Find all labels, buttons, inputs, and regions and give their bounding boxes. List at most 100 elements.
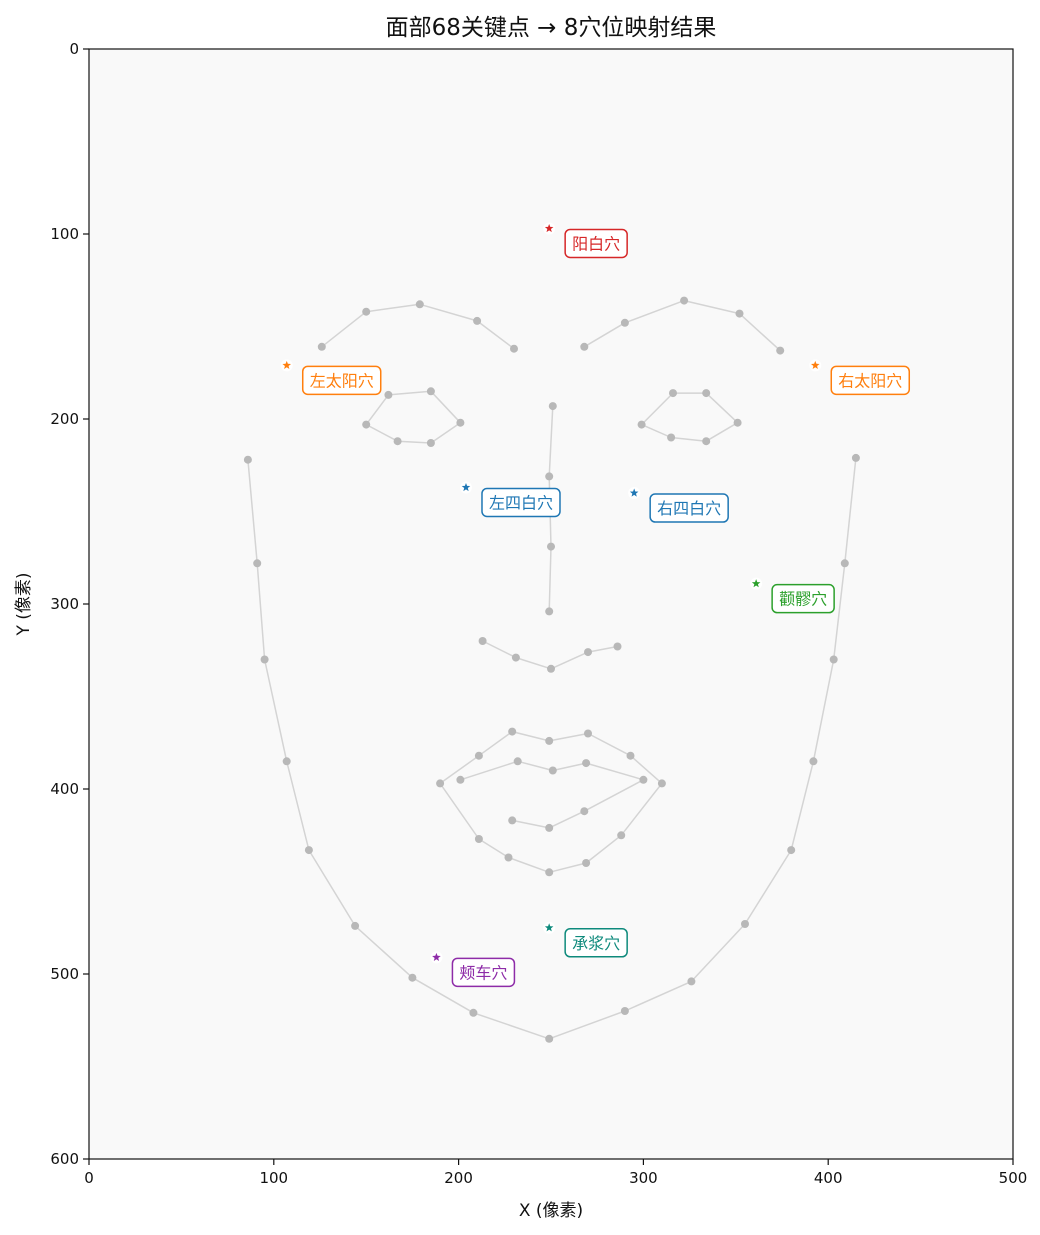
landmark-point xyxy=(613,642,622,651)
landmark-point xyxy=(680,296,689,305)
y-tick-label: 400 xyxy=(50,780,79,798)
y-tick-label: 100 xyxy=(50,225,79,243)
acupoint-label-box xyxy=(564,228,628,259)
y-tick-label: 200 xyxy=(50,410,79,428)
landmark-point xyxy=(436,779,445,788)
landmark-point xyxy=(243,455,252,464)
landmark-point xyxy=(733,418,742,427)
acupoint-label: 承浆穴 xyxy=(572,934,620,953)
landmark-point xyxy=(362,307,371,316)
x-tick-label: 500 xyxy=(999,1169,1028,1187)
landmark-point xyxy=(851,453,860,462)
landmark-group-inner-lip xyxy=(456,757,648,832)
landmark-group-right-eye xyxy=(637,389,742,446)
landmark-group-nose-bottom xyxy=(478,637,622,673)
landmark-point xyxy=(545,1034,554,1043)
acupoint-7: 承浆穴 xyxy=(543,921,628,958)
landmark-point xyxy=(620,1007,629,1015)
landmark-point xyxy=(584,729,592,738)
acupoint-6: 颧髎穴 xyxy=(750,577,835,614)
landmark-point xyxy=(829,655,838,664)
landmark-contour xyxy=(460,760,645,829)
landmark-point xyxy=(626,751,635,760)
landmark-point xyxy=(474,835,483,843)
landmark-point xyxy=(657,779,666,788)
landmark-point xyxy=(548,402,557,411)
acupoint-star-marker xyxy=(751,579,761,588)
landmark-point xyxy=(547,664,555,673)
landmark-point xyxy=(584,648,592,657)
acupoint-label-box xyxy=(301,365,382,396)
landmark-point xyxy=(513,757,522,766)
landmark-point xyxy=(667,433,676,442)
landmark-point xyxy=(393,437,402,446)
landmark-point xyxy=(474,751,483,760)
acupoint-label-box xyxy=(564,928,628,958)
landmark-group-left-eye xyxy=(362,387,465,447)
landmark-point xyxy=(547,542,555,551)
landmark-point xyxy=(317,342,326,351)
landmark-point xyxy=(582,759,591,768)
landmark-point xyxy=(508,727,517,736)
acupoint-label: 右四白穴 xyxy=(657,499,721,518)
x-tick-label: 300 xyxy=(629,1169,658,1187)
chart-title: 面部68关键点 → 8穴位映射结果 xyxy=(386,15,717,41)
landmark-point xyxy=(582,859,591,867)
acupoint-label: 颧髎穴 xyxy=(779,590,827,609)
landmark-point xyxy=(669,389,677,398)
acupoint-label: 右太阳穴 xyxy=(838,371,902,390)
landmark-point xyxy=(639,775,648,784)
acupoint-4: 左四白穴 xyxy=(459,481,561,518)
landmark-point xyxy=(351,921,360,930)
acupoint-label: 阳白穴 xyxy=(572,234,620,253)
y-tick-label: 300 xyxy=(50,595,79,613)
y-tick-label: 600 xyxy=(50,1150,79,1168)
acupoint-label: 左四白穴 xyxy=(489,493,553,512)
landmark-point xyxy=(776,346,785,355)
x-tick-label: 200 xyxy=(444,1169,473,1187)
acupoint-3: 右太阳穴 xyxy=(809,359,911,396)
acupoint-label-box xyxy=(830,365,911,396)
landmark-point xyxy=(362,420,371,429)
landmark-point xyxy=(840,559,849,568)
acupoint-label-box xyxy=(771,583,835,614)
landmark-point xyxy=(545,868,554,877)
landmark-point xyxy=(473,316,482,325)
acupoint-star-marker xyxy=(544,923,554,932)
landmark-group-jaw xyxy=(243,453,860,1043)
landmark-point xyxy=(504,853,513,862)
landmark-point xyxy=(426,387,435,396)
landmark-point xyxy=(253,559,262,568)
landmark-point xyxy=(580,807,589,816)
landmark-point xyxy=(735,309,744,318)
landmark-point xyxy=(687,977,696,986)
acupoint-star-marker xyxy=(282,360,292,369)
landmark-point xyxy=(426,439,435,447)
landmark-point xyxy=(637,420,646,429)
x-axis-title: X (像素) xyxy=(519,1201,583,1221)
landmark-point xyxy=(702,389,711,398)
acupoint-star-marker xyxy=(629,488,639,497)
y-tick-label: 500 xyxy=(50,965,79,983)
landmark-point xyxy=(282,757,291,766)
landmark-point xyxy=(456,775,465,784)
landmark-point xyxy=(620,318,629,327)
landmark-point xyxy=(809,757,818,766)
landmark-point xyxy=(304,846,313,855)
landmark-point xyxy=(469,1008,478,1017)
y-axis-title: Y (像素) xyxy=(14,572,34,636)
landmark-point xyxy=(617,831,626,840)
landmark-point xyxy=(702,437,711,446)
landmark-point xyxy=(408,973,417,982)
landmark-point xyxy=(741,920,749,928)
landmark-group-outer-lip xyxy=(436,727,666,877)
acupoint-label-box xyxy=(649,493,729,523)
landmark-point xyxy=(545,823,554,832)
landmark-point xyxy=(511,653,520,662)
landmark-point xyxy=(384,390,393,399)
landmark-point xyxy=(545,607,554,616)
landmark-point xyxy=(545,472,554,481)
landmark-point xyxy=(580,342,589,351)
